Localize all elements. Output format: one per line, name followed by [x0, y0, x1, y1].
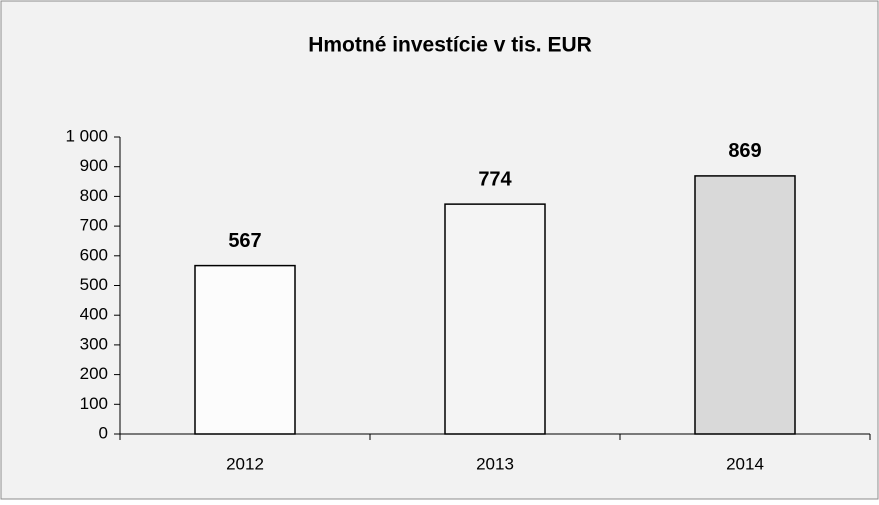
y-tick-label: 900: [80, 156, 108, 175]
data-label: 774: [478, 168, 512, 190]
y-tick-label: 800: [80, 186, 108, 205]
y-tick-label: 100: [80, 394, 108, 413]
y-tick-label: 600: [80, 245, 108, 264]
y-tick-label: 0: [99, 423, 108, 442]
y-tick-label: 300: [80, 334, 108, 353]
y-tick-label: 400: [80, 305, 108, 324]
data-label: 869: [728, 140, 761, 162]
bar: [194, 264, 296, 435]
data-label: 567: [228, 230, 261, 252]
bar: [694, 175, 796, 435]
bar: [444, 203, 546, 435]
x-tick-label: 2014: [726, 454, 764, 473]
y-tick-label: 700: [80, 216, 108, 235]
y-tick-label: 1 000: [65, 126, 108, 145]
x-tick-label: 2012: [226, 454, 264, 473]
y-tick-label: 200: [80, 364, 108, 383]
y-tick-label: 500: [80, 275, 108, 294]
x-tick-label: 2013: [476, 454, 514, 473]
chart-title: Hmotné investície v tis. EUR: [308, 34, 592, 57]
